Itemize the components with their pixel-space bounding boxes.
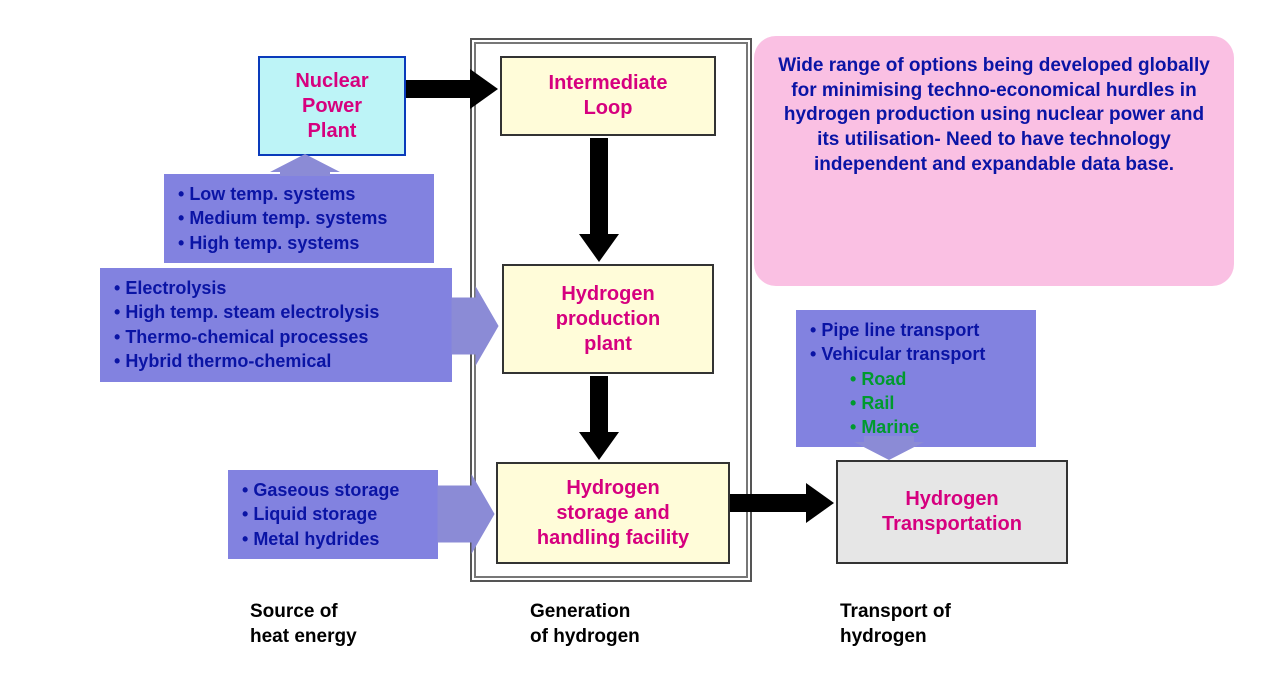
caption-transport: Transport of hydrogen — [840, 600, 951, 649]
list-subitem: Rail — [850, 391, 1022, 415]
list-subitem: Road — [850, 367, 1022, 391]
node-label: production — [556, 307, 660, 332]
list-item: Vehicular transport — [810, 342, 1022, 366]
node-hydrogen-transportation: Hydrogen Transportation — [836, 460, 1068, 564]
note-text: Wide range of options being developed gl… — [778, 55, 1210, 175]
node-intermediate-loop: Intermediate Loop — [500, 56, 716, 136]
list-item: Low temp. systems — [178, 182, 420, 206]
caption-source: Source of heat energy — [250, 600, 357, 649]
list-storage-types: Gaseous storageLiquid storageMetal hydri… — [228, 470, 438, 559]
caption-generation: Generation of hydrogen — [530, 600, 640, 649]
node-label: Intermediate — [549, 71, 668, 96]
node-label: plant — [556, 332, 660, 357]
node-label: Loop — [549, 96, 668, 121]
list-transport-options: Pipe line transportVehicular transportRo… — [796, 310, 1036, 447]
node-hydrogen-production-plant: Hydrogen production plant — [502, 264, 714, 374]
node-label: Power — [295, 94, 368, 119]
node-nuclear-power-plant: Nuclear Power Plant — [258, 56, 406, 156]
node-label: Hydrogen — [556, 282, 660, 307]
list-item: Liquid storage — [242, 502, 424, 526]
node-label: Transportation — [882, 512, 1022, 537]
diagram-canvas: Nuclear Power Plant Intermediate Loop Hy… — [0, 0, 1266, 685]
list-production-methods: ElectrolysisHigh temp. steam electrolysi… — [100, 268, 452, 382]
node-label: Plant — [295, 119, 368, 144]
list-item: Pipe line transport — [810, 318, 1022, 342]
caption-line: of hydrogen — [530, 625, 640, 650]
list-item: Thermo-chemical processes — [114, 325, 438, 349]
node-label: Hydrogen — [882, 487, 1022, 512]
list-item: Gaseous storage — [242, 478, 424, 502]
note-box: Wide range of options being developed gl… — [754, 36, 1234, 286]
list-item: High temp. systems — [178, 231, 420, 255]
caption-line: Generation — [530, 600, 640, 625]
list-item: Hybrid thermo-chemical — [114, 349, 438, 373]
list-item: Metal hydrides — [242, 527, 424, 551]
node-label: Hydrogen — [537, 476, 689, 501]
list-item: High temp. steam electrolysis — [114, 300, 438, 324]
node-label: handling facility — [537, 526, 689, 551]
caption-line: Source of — [250, 600, 357, 625]
node-hydrogen-storage-facility: Hydrogen storage and handling facility — [496, 462, 730, 564]
list-item: Electrolysis — [114, 276, 438, 300]
caption-line: heat energy — [250, 625, 357, 650]
caption-line: hydrogen — [840, 625, 951, 650]
node-label: storage and — [537, 501, 689, 526]
node-label: Nuclear — [295, 69, 368, 94]
caption-line: Transport of — [840, 600, 951, 625]
list-item: Medium temp. systems — [178, 206, 420, 230]
list-temp-systems: Low temp. systemsMedium temp. systemsHig… — [164, 174, 434, 263]
list-subitem: Marine — [850, 415, 1022, 439]
